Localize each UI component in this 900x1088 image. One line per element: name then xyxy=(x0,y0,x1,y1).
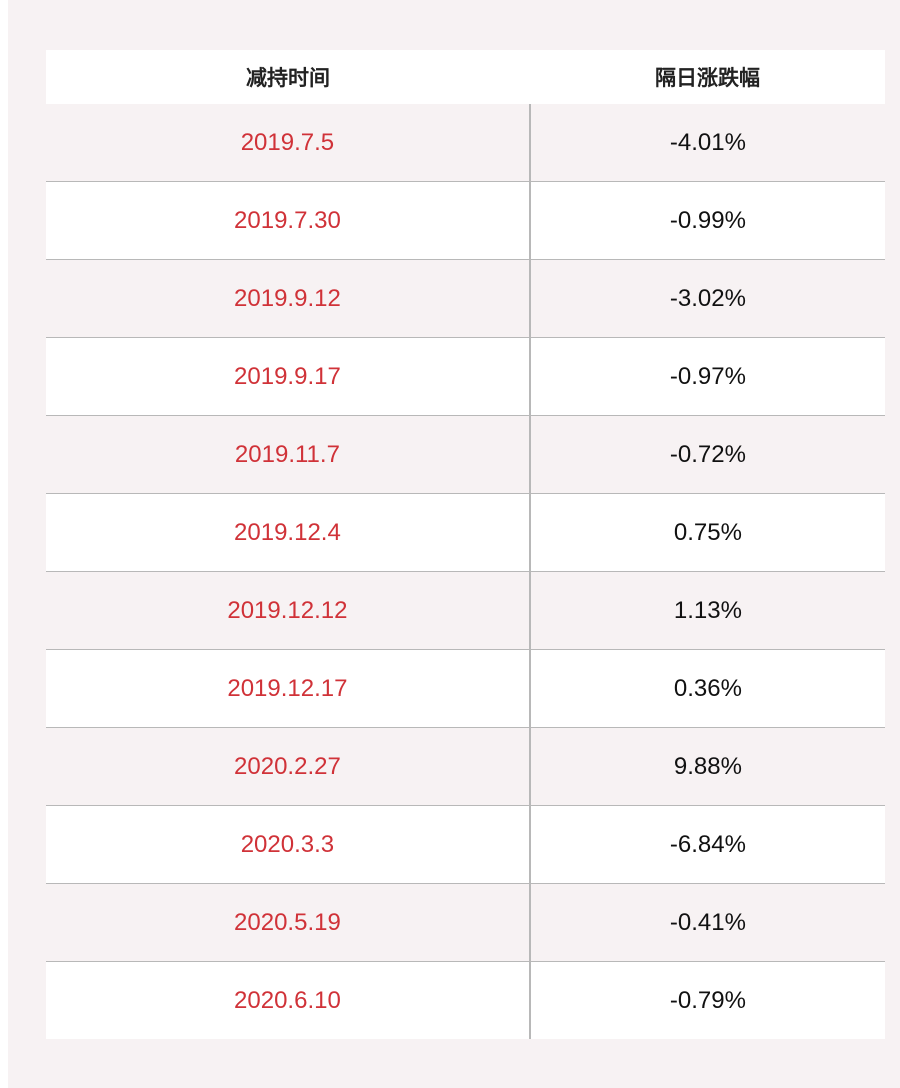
change-cell: -3.02% xyxy=(669,284,746,312)
change-cell: -0.99% xyxy=(669,206,746,234)
change-cell: 1.13% xyxy=(673,596,742,624)
table-row: 2019.9.12 -3.02% xyxy=(46,260,885,338)
change-cell: -0.72% xyxy=(669,440,746,468)
table-row: 2019.7.5 -4.01% xyxy=(46,104,885,182)
date-cell: 2019.12.12 xyxy=(46,572,531,649)
table-row: 2019.9.17 -0.97% xyxy=(46,338,885,416)
date-cell: 2020.2.27 xyxy=(46,728,531,805)
change-cell: 9.88% xyxy=(673,752,742,780)
table-row: 2019.7.30 -0.99% xyxy=(46,182,885,260)
table-row: 2020.2.27 9.88% xyxy=(46,728,885,806)
table-row: 2020.5.19 -0.41% xyxy=(46,884,885,962)
date-cell: 2020.5.19 xyxy=(46,884,531,961)
content-panel: 减持时间 隔日涨跌幅 2019.7.5 -4.01% 2019.7.30 -0.… xyxy=(8,0,900,1088)
reduction-table: 减持时间 隔日涨跌幅 2019.7.5 -4.01% 2019.7.30 -0.… xyxy=(46,50,885,1039)
header-date: 减持时间 xyxy=(246,67,330,90)
date-cell: 2019.9.17 xyxy=(46,338,531,415)
date-cell: 2019.12.17 xyxy=(46,650,531,727)
date-cell: 2019.7.5 xyxy=(46,104,531,181)
change-cell: -0.97% xyxy=(669,362,746,390)
table-row: 2020.6.10 -0.79% xyxy=(46,962,885,1039)
table-row: 2019.12.17 0.36% xyxy=(46,650,885,728)
table-row: 2019.11.7 -0.72% xyxy=(46,416,885,494)
date-cell: 2019.12.4 xyxy=(46,494,531,571)
change-cell: 0.75% xyxy=(673,518,742,546)
table-row: 2019.12.12 1.13% xyxy=(46,572,885,650)
date-cell: 2019.9.12 xyxy=(46,260,531,337)
table-row: 2020.3.3 -6.84% xyxy=(46,806,885,884)
change-cell: 0.36% xyxy=(673,674,742,702)
date-cell: 2019.7.30 xyxy=(46,182,531,259)
table-row: 2019.12.4 0.75% xyxy=(46,494,885,572)
date-cell: 2020.6.10 xyxy=(46,962,531,1039)
header-change: 隔日涨跌幅 xyxy=(655,67,760,90)
change-cell: -6.84% xyxy=(669,830,746,858)
table-header: 减持时间 隔日涨跌幅 xyxy=(46,50,885,104)
change-cell: -4.01% xyxy=(669,128,746,156)
date-cell: 2020.3.3 xyxy=(46,806,531,883)
change-cell: -0.79% xyxy=(669,986,746,1014)
change-cell: -0.41% xyxy=(669,908,746,936)
date-cell: 2019.11.7 xyxy=(46,416,531,493)
